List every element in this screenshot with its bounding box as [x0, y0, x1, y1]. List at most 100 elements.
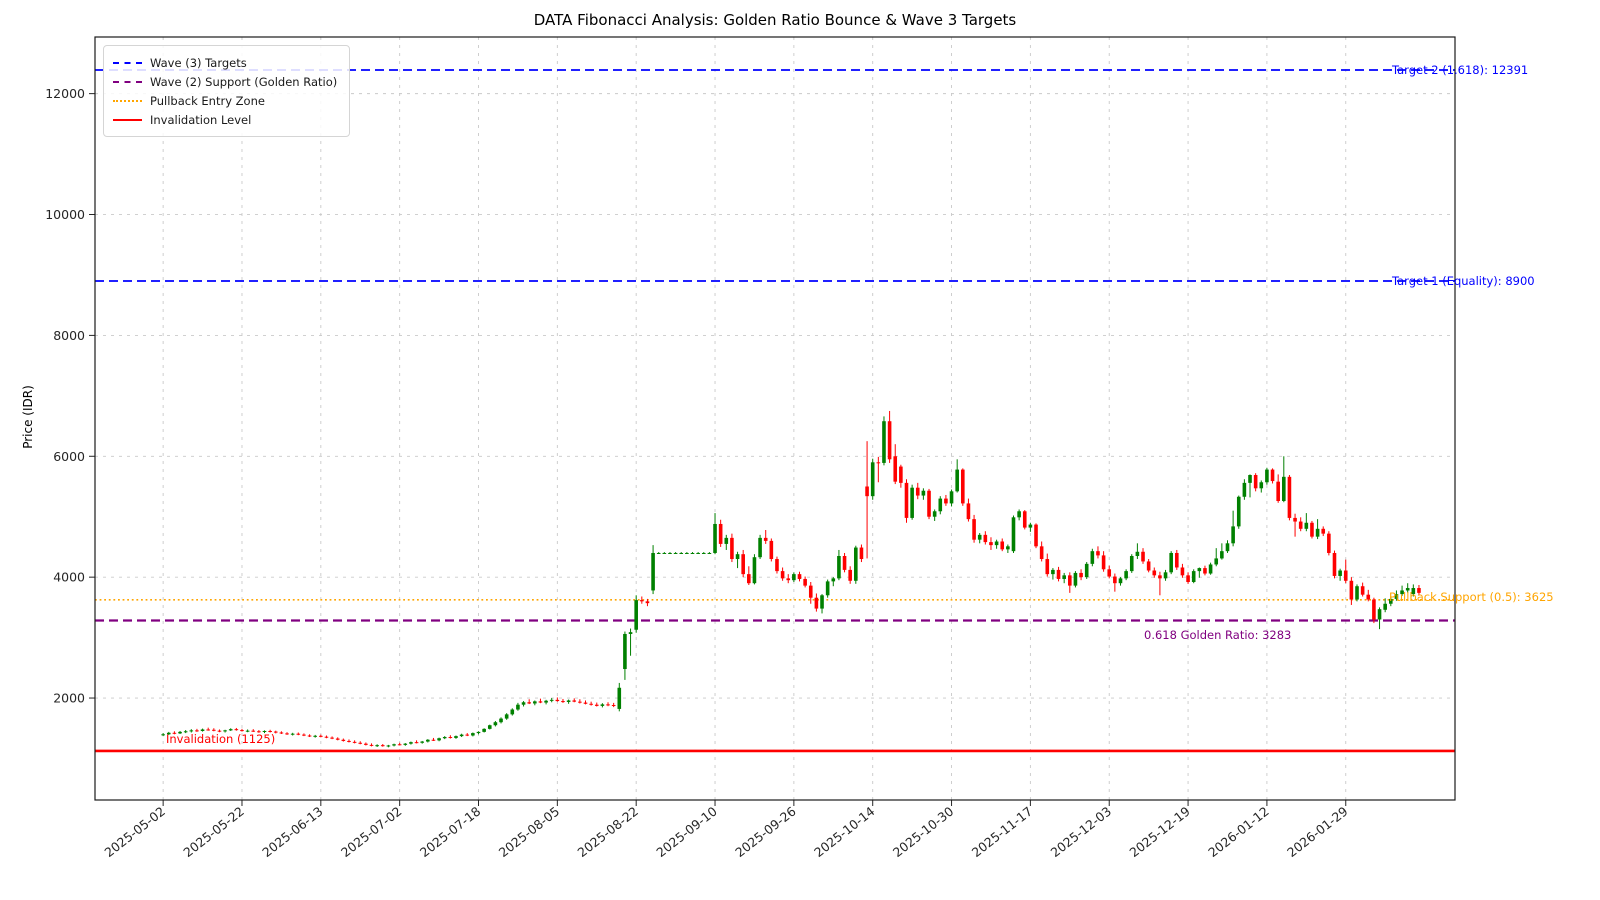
candle-body [1253, 475, 1258, 489]
candle-body [915, 487, 920, 496]
candle-body [1022, 511, 1027, 528]
candle-body [1175, 552, 1179, 568]
candle-body [854, 547, 858, 581]
candle-body [166, 732, 171, 735]
y-tick-label: 2000 [53, 691, 85, 706]
candle-body [758, 537, 762, 558]
candle-body [1394, 594, 1399, 599]
legend-item-invalidation: Invalidation Level [113, 110, 337, 129]
candle-body [1017, 511, 1021, 518]
candle-body [837, 556, 841, 579]
candle-body [544, 700, 548, 703]
candle-body [1366, 594, 1371, 600]
candle-body [623, 633, 627, 670]
x-tick-label: 2025-09-10 [653, 804, 720, 861]
candle-body [1304, 522, 1309, 529]
candle-body [1360, 586, 1365, 595]
candle-body [1180, 567, 1185, 576]
candle-body [656, 552, 661, 554]
candle-body [994, 541, 999, 546]
candle-body [1225, 543, 1230, 552]
y-tick-label: 12000 [45, 86, 85, 101]
candle-body [1332, 552, 1337, 576]
candle-body [499, 718, 503, 723]
candle-body [369, 744, 374, 746]
candle-body [741, 554, 745, 575]
candle-body [510, 709, 515, 715]
candle-body [1079, 572, 1083, 578]
candle-body [386, 745, 391, 747]
candle-body [482, 728, 486, 732]
candle-body [420, 741, 424, 743]
annotation-target-1: Target 1 (Equality): 8900 [1392, 274, 1535, 288]
candle-body [493, 722, 498, 726]
candle-body [870, 462, 875, 497]
candle-body [1417, 588, 1421, 593]
candle-body [820, 595, 824, 609]
candle-body [628, 632, 633, 634]
candle-body [606, 704, 610, 706]
candle-body [302, 734, 306, 736]
candle-body [1214, 558, 1219, 565]
candle-body [403, 743, 408, 745]
candle-body [1197, 568, 1202, 572]
candle-body [1034, 524, 1038, 547]
candle-body [611, 704, 616, 706]
dashed-line-icon [113, 80, 142, 83]
chart-title: DATA Fibonacci Analysis: Golden Ratio Bo… [533, 11, 1017, 29]
candle-body [1129, 556, 1134, 572]
candle-body [538, 701, 543, 703]
legend-item-pullback-zone: Pullback Entry Zone [113, 91, 337, 110]
x-tick-label: 2025-07-02 [338, 804, 404, 861]
candle-body [1158, 575, 1162, 579]
candle-body [1045, 559, 1050, 575]
candle-body [1327, 533, 1331, 553]
candle-body [679, 552, 684, 554]
candle-body [1073, 572, 1078, 586]
candle-body [792, 574, 796, 581]
candle-body [769, 540, 774, 560]
candle-body [673, 552, 678, 554]
candle-body [380, 745, 385, 747]
candle-body [313, 735, 317, 737]
candle-body [989, 542, 993, 546]
candle-body [634, 600, 638, 630]
candle-body [257, 731, 261, 733]
candle-body [707, 552, 712, 554]
candle-body [1383, 603, 1387, 610]
annotation-golden-ratio: 0.618 Golden Ratio: 3283 [1144, 628, 1292, 642]
x-tick-label: 2025-12-19 [1126, 804, 1193, 861]
candle-body [882, 421, 886, 463]
candle-body [1208, 564, 1213, 574]
legend-item-label: Wave (3) Targets [150, 55, 247, 70]
x-tick-label: 2025-10-30 [890, 804, 957, 861]
x-tick-label: 2025-05-22 [180, 804, 246, 861]
candle-body [921, 490, 926, 496]
candle-body [1298, 521, 1303, 529]
legend-item-wave3-targets: Wave (3) Targets [113, 53, 337, 72]
candle-body [763, 537, 768, 541]
candle-body [685, 552, 689, 554]
x-tick-label: 2025-09-26 [732, 804, 799, 861]
candle-body [1096, 551, 1100, 556]
candle-body [516, 704, 520, 710]
candle-body [392, 744, 396, 746]
candle-body [1118, 578, 1123, 584]
candle-body [1276, 481, 1280, 502]
candle-body [1203, 568, 1207, 574]
candle-body [730, 537, 734, 560]
candle-body [594, 704, 599, 706]
candle-body [414, 742, 419, 744]
candle-body [397, 744, 402, 746]
y-tick-label: 8000 [53, 328, 85, 343]
candle-body [848, 569, 852, 581]
candle-body [904, 482, 909, 518]
candle-body [1220, 551, 1224, 559]
legend: Wave (3) Targets Wave (2) Support (Golde… [103, 45, 351, 137]
candle-body [1310, 522, 1314, 537]
solid-line-icon [113, 118, 142, 121]
candle-body [640, 600, 644, 602]
candle-body [285, 733, 289, 735]
candle-body [876, 462, 881, 464]
